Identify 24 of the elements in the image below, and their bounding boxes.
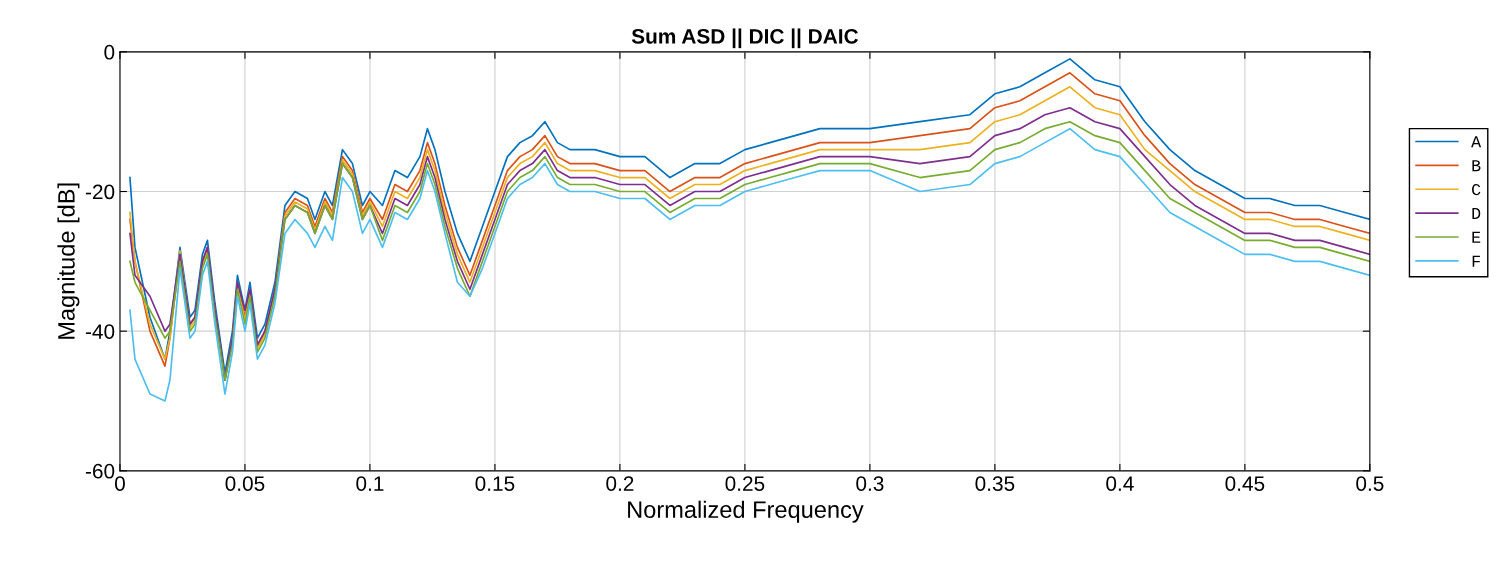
x-tick-label: 0.25 bbox=[725, 476, 765, 491]
x-tick-label: 0.5 bbox=[1356, 476, 1384, 491]
x-tick-label: 0.4 bbox=[1106, 476, 1134, 491]
x-tick-label: 0.2 bbox=[606, 476, 634, 491]
y-tick-label: 0 bbox=[104, 44, 115, 60]
y-tick-label: -60 bbox=[85, 463, 115, 479]
x-axis-title: Normalized Frequency bbox=[628, 500, 864, 523]
x-tick-label: 0.1 bbox=[356, 476, 384, 491]
legend-label: B bbox=[1472, 160, 1481, 172]
legend-label: A bbox=[1471, 136, 1482, 148]
x-tick-label: 0.45 bbox=[1225, 476, 1265, 491]
y-tick-label: -40 bbox=[85, 324, 115, 339]
y-axis-title: Magnitude [dB] bbox=[57, 183, 80, 339]
x-tick-label: 0.35 bbox=[975, 476, 1015, 491]
legend-label: E bbox=[1472, 231, 1481, 243]
y-tick-label: -20 bbox=[85, 184, 115, 200]
x-tick-label: 0.15 bbox=[475, 476, 515, 491]
legend-label: D bbox=[1472, 207, 1481, 219]
x-tick-label: 0 bbox=[114, 476, 125, 491]
x-tick-label: 0.3 bbox=[856, 476, 884, 491]
legend-label: C bbox=[1472, 183, 1481, 196]
chart-title: Sum ASD || DIC || DAIC bbox=[631, 28, 859, 49]
legend-label: F bbox=[1472, 255, 1480, 267]
x-tick-label: 0.05 bbox=[225, 476, 265, 491]
